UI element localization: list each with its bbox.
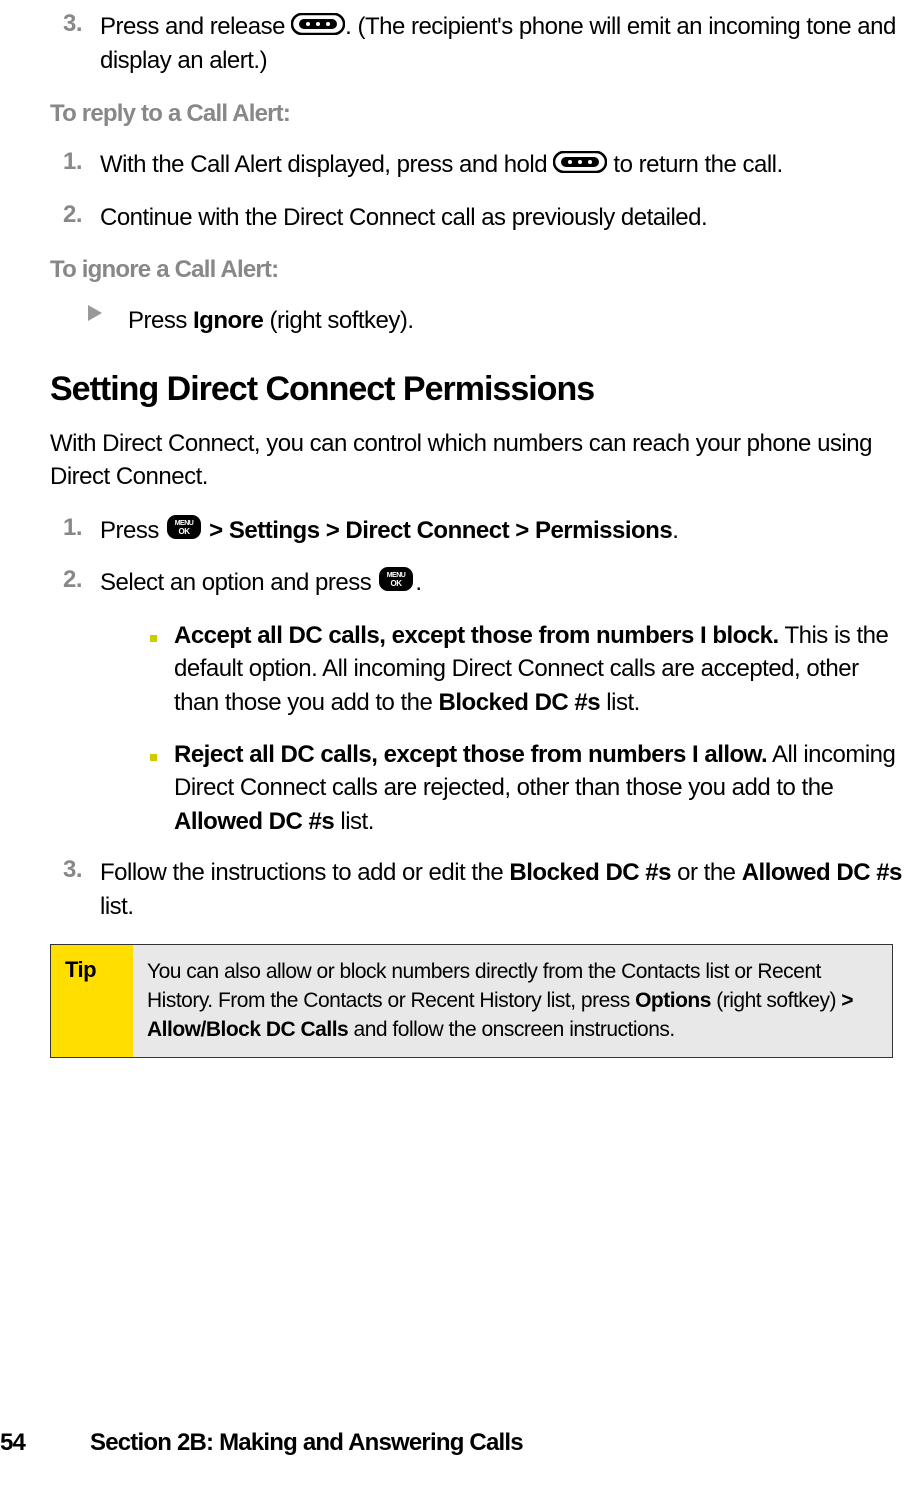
reply-step-2: 2. Continue with the Direct Connect call…	[50, 201, 905, 235]
ignore-bullet: Press Ignore (right softkey).	[50, 304, 905, 338]
bold-text: > Settings > Direct Connect > Permission…	[203, 517, 672, 544]
tip-body: You can also allow or block numbers dire…	[133, 945, 892, 1057]
text-fragment: Press	[100, 517, 165, 544]
text-fragment: (right softkey).	[263, 307, 413, 334]
step-number: 2.	[50, 566, 100, 600]
page-number: 54	[0, 1429, 90, 1457]
step-text: With the Call Alert displayed, press and…	[100, 148, 905, 182]
bold-text: Allowed DC #s	[742, 859, 902, 886]
section-title: Setting Direct Connect Permissions	[50, 370, 905, 409]
bold-text: Blocked DC #s	[439, 689, 601, 716]
text-fragment: .	[672, 517, 678, 544]
bold-text: Ignore	[193, 307, 263, 334]
reply-heading: To reply to a Call Alert:	[50, 100, 905, 128]
perm-option-2: Reject all DC calls, except those from n…	[50, 738, 905, 839]
step-text: Press MENUOK > Settings > Direct Connect…	[100, 514, 905, 548]
step-text: Select an option and press MENUOK.	[100, 566, 905, 600]
perm-step-2: 2. Select an option and press MENUOK.	[50, 566, 905, 600]
perm-step-3: 3. Follow the instructions to add or edi…	[50, 856, 905, 923]
svg-text:MENU: MENU	[175, 520, 194, 527]
square-bullet-icon	[150, 619, 174, 720]
bold-text: Accept all DC calls, except those from n…	[174, 622, 779, 649]
text-fragment: list.	[100, 893, 134, 920]
bold-text: Blocked DC #s	[509, 859, 671, 886]
perm-step-1: 1. Press MENUOK > Settings > Direct Conn…	[50, 514, 905, 548]
text-fragment: list.	[334, 808, 374, 835]
menu-ok-button-icon: MENUOK	[379, 567, 413, 601]
text-fragment: or the	[671, 859, 742, 886]
page-footer: 54Section 2B: Making and Answering Calls	[0, 1429, 523, 1457]
svg-text:MENU: MENU	[387, 572, 406, 579]
option-text: Reject all DC calls, except those from n…	[174, 738, 905, 839]
text-fragment: Press	[128, 307, 193, 334]
text-fragment: Press and release	[100, 13, 291, 40]
tip-box: Tip You can also allow or block numbers …	[50, 944, 893, 1058]
step-text: Press and release . (The recipient's pho…	[100, 10, 905, 78]
step-number: 1.	[50, 514, 100, 548]
triangle-bullet-icon	[88, 304, 128, 338]
section-intro: With Direct Connect, you can control whi…	[50, 427, 905, 494]
step-text: Follow the instructions to add or edit t…	[100, 856, 905, 923]
ptt-button-icon	[553, 149, 607, 183]
bullet-text: Press Ignore (right softkey).	[128, 304, 905, 338]
menu-ok-button-icon: MENUOK	[167, 515, 201, 549]
bold-text: Options	[635, 989, 711, 1012]
text-fragment: to return the call.	[607, 151, 782, 178]
ignore-heading: To ignore a Call Alert:	[50, 256, 905, 284]
text-fragment: Select an option and press	[100, 569, 377, 596]
step-text: Continue with the Direct Connect call as…	[100, 201, 905, 235]
section-label: Section 2B: Making and Answering Calls	[90, 1429, 523, 1456]
ptt-button-icon	[291, 11, 345, 45]
square-bullet-icon	[150, 738, 174, 839]
text-fragment: .	[415, 569, 421, 596]
step-number: 1.	[50, 148, 100, 182]
step-3: 3. Press and release . (The recipient's …	[50, 10, 905, 78]
step-number: 3.	[50, 856, 100, 923]
svg-text:OK: OK	[391, 579, 403, 588]
text-fragment: With the Call Alert displayed, press and…	[100, 151, 553, 178]
tip-label: Tip	[51, 945, 133, 1057]
reply-step-1: 1. With the Call Alert displayed, press …	[50, 148, 905, 182]
text-fragment: (right softkey)	[711, 989, 841, 1012]
step-number: 3.	[50, 10, 100, 78]
bold-text: Reject all DC calls, except those from n…	[174, 741, 767, 768]
bold-text: Allowed DC #s	[174, 808, 334, 835]
step-number: 2.	[50, 201, 100, 235]
text-fragment: and follow the onscreen instructions.	[348, 1018, 675, 1041]
option-text: Accept all DC calls, except those from n…	[174, 619, 905, 720]
text-fragment: list.	[600, 689, 640, 716]
svg-text:OK: OK	[179, 527, 191, 536]
perm-option-1: Accept all DC calls, except those from n…	[50, 619, 905, 720]
text-fragment: Follow the instructions to add or edit t…	[100, 859, 509, 886]
